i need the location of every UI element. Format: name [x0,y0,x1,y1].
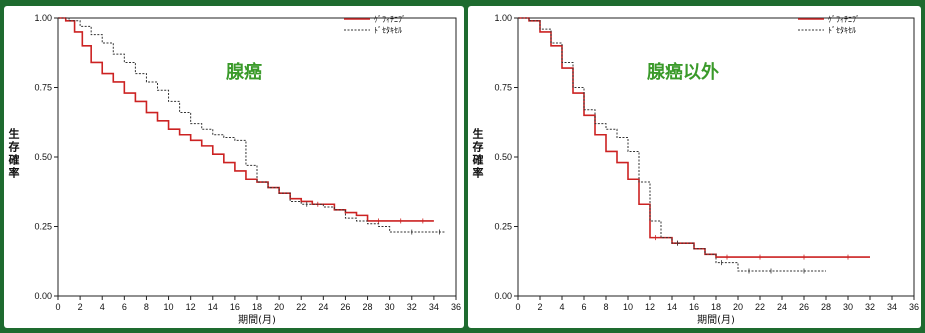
x-axis-label: 期間(月) [697,314,735,326]
x-tick-label: 12 [186,302,196,312]
x-tick-label: 30 [843,302,853,312]
x-tick-label: 14 [667,302,677,312]
x-tick-label: 2 [537,302,542,312]
x-tick-label: 36 [909,302,919,312]
series-line-0 [58,17,434,222]
x-tick-label: 14 [208,302,218,312]
x-tick-label: 12 [645,302,655,312]
series-line-1 [518,17,826,272]
x-tick-label: 6 [581,302,586,312]
x-tick-label: 4 [559,302,564,312]
x-tick-label: 0 [515,302,520,312]
x-tick-label: 16 [230,302,240,312]
survival-chart-adenocarcinoma: 0.000.250.500.751.000 2 4 6 8 10 12 14 16 18 20 22 2… [9,13,462,326]
survival-chart-non-adenocarcinoma: 0.000.250.500.751.000 2 4 6 8 10 12 14 16 18 20 22 2… [473,13,920,326]
legend-label-1: ﾄﾞｾﾀｷｾﾙ [828,26,856,35]
x-tick-label: 28 [821,302,831,312]
x-tick-label: 30 [385,302,395,312]
legend-label-0: ｹﾞﾌｨﾁﾆﾌﾞ [828,15,860,24]
x-tick-label: 2 [78,302,83,312]
x-tick-label: 32 [407,302,417,312]
y-tick-label: 0.75 [34,83,52,93]
x-tick-label: 32 [865,302,875,312]
x-tick-label: 26 [340,302,350,312]
x-tick-label: 34 [887,302,897,312]
chart-panel-non-adenocarcinoma: 0.00 0.25 0.50 0.75 1.00 0 2 4 6 8 10 12 14 16 18 20 22 2… [468,6,921,328]
x-tick-label: 6 [122,302,127,312]
y-tick-label: 0.75 [494,83,512,93]
series-line-1 [58,17,445,233]
x-tick-label: 26 [799,302,809,312]
x-tick-label: 28 [363,302,373,312]
chart-title: 腺癌 [226,61,262,83]
x-tick-label: 16 [689,302,699,312]
series-line-0 [518,17,870,258]
y-tick-label: 1.00 [34,13,52,23]
x-tick-label: 20 [274,302,284,312]
chart-panel-adenocarcinoma: 0.00 0.25 0.50 0.75 1.00 0 2 4 6 8 10 12 14 16 18 20 22 2… [4,6,464,328]
y-tick-label: 0.00 [494,291,512,301]
legend-label-1: ﾄﾞｾﾀｷｾﾙ [374,26,402,35]
x-axis-label: 期間(月) [238,314,276,326]
y-axis-label: 生存確率 [473,127,484,180]
x-tick-label: 10 [164,302,174,312]
y-tick-label: 0.25 [34,222,52,232]
x-tick-label: 18 [711,302,721,312]
y-tick-label: 0.50 [494,152,512,162]
plot-frame [57,17,457,297]
y-tick-label: 0.25 [494,222,512,232]
x-tick-label: 4 [100,302,105,312]
x-tick-label: 22 [296,302,306,312]
x-tick-label: 0 [55,302,60,312]
legend-label-0: ｹﾞﾌｨﾁﾆﾌﾞ [374,15,406,24]
x-tick-label: 34 [429,302,439,312]
x-tick-label: 36 [451,302,461,312]
x-tick-label: 24 [777,302,787,312]
y-tick-label: 0.00 [34,291,52,301]
x-tick-label: 10 [623,302,633,312]
x-tick-label: 22 [755,302,765,312]
x-tick-label: 18 [252,302,262,312]
x-tick-label: 8 [144,302,149,312]
chart-title: 腺癌以外 [647,61,719,83]
x-tick-label: 8 [603,302,608,312]
y-axis-label: 生存確率 [9,127,20,180]
x-tick-label: 24 [318,302,328,312]
y-tick-label: 0.50 [34,152,52,162]
y-tick-label: 1.00 [494,13,512,23]
x-tick-label: 20 [733,302,743,312]
